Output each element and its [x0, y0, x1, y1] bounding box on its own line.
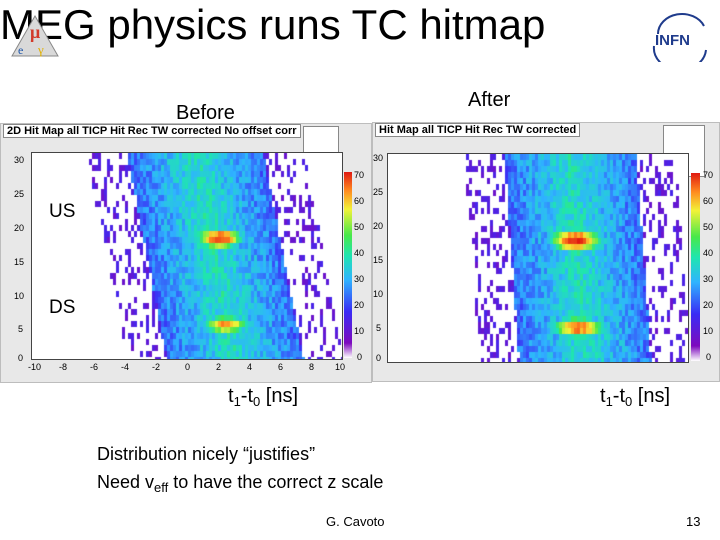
y-tick: 25: [373, 187, 384, 197]
slide-title: MEG physics runs TC hitmap: [0, 1, 546, 48]
y-tick: 15: [14, 257, 25, 267]
svg-text:μ: μ: [30, 22, 40, 42]
hitmap-plot-before: 2D Hit Map all TICP Hit Rec TW corrected…: [0, 123, 372, 383]
note-part: Need v: [97, 472, 155, 492]
y-tick: 20: [373, 221, 384, 231]
x-tick: -8: [59, 362, 68, 372]
us-label: US: [49, 201, 76, 222]
x-axis-caption-before: t1-t0 [ns]: [228, 384, 298, 414]
z-tick: 10: [354, 326, 365, 336]
z-tick: 70: [354, 170, 365, 180]
x-tick: 10: [335, 362, 346, 372]
page-number: 13: [686, 514, 701, 529]
hitmap-area-after: [387, 153, 689, 363]
svg-text:INFN: INFN: [655, 32, 690, 49]
before-label: Before: [176, 102, 235, 124]
z-tick: 40: [354, 248, 365, 258]
z-tick: 50: [354, 222, 365, 232]
meg-logo-icon: μ e γ: [8, 12, 62, 58]
z-tick: 20: [703, 300, 714, 310]
x-tick: 6: [278, 362, 284, 372]
z-tick: 50: [703, 222, 714, 232]
caption-sub: 0: [625, 394, 633, 409]
x-tick: 2: [216, 362, 222, 372]
hitmap-plot-after: Hit Map all TICP Hit Rec TW corrected 30…: [372, 122, 720, 382]
x-tick: -6: [90, 362, 99, 372]
color-scale-before: [344, 172, 352, 358]
plot-title-before: 2D Hit Map all TICP Hit Rec TW corrected…: [3, 124, 301, 138]
y-tick: 30: [14, 155, 25, 165]
caption-part: -t: [612, 385, 626, 407]
y-tick: 5: [18, 324, 24, 334]
z-tick: 0: [706, 352, 712, 362]
z-tick: 20: [354, 300, 365, 310]
y-tick: 10: [373, 289, 384, 299]
caption-sub: 1: [233, 394, 241, 409]
z-tick: 60: [354, 196, 365, 206]
y-tick: 10: [14, 291, 25, 301]
note-part: to have the correct z scale: [168, 472, 384, 492]
y-tick: 30: [373, 153, 384, 163]
x-tick: -4: [121, 362, 130, 372]
color-scale-after: [691, 173, 700, 361]
z-tick: 0: [357, 352, 363, 362]
x-tick: 8: [309, 362, 315, 372]
caption-part: t: [228, 385, 234, 407]
x-axis-caption-after: t1-t0 [ns]: [600, 384, 670, 414]
x-tick: 4: [247, 362, 253, 372]
note-line-1: Distribution nicely “justifies”: [97, 444, 316, 464]
x-tick: -2: [152, 362, 161, 372]
z-tick: 70: [703, 170, 714, 180]
caption-part: [ns]: [632, 385, 671, 407]
z-tick: 40: [703, 248, 714, 258]
hitmap-canvas-after: [388, 154, 688, 362]
x-tick: -10: [28, 362, 42, 372]
y-tick: 5: [376, 323, 382, 333]
after-label: After: [468, 89, 511, 111]
note-line-2: Need veff to have the correct z scale: [97, 469, 383, 501]
svg-text:γ: γ: [37, 42, 44, 57]
infn-logo-icon: INFN: [648, 12, 712, 72]
x-tick: 0: [185, 362, 191, 372]
y-tick: 15: [373, 255, 384, 265]
svg-text:e: e: [18, 43, 23, 57]
caption-part: [ns]: [260, 385, 299, 407]
caption-sub: 1: [605, 394, 613, 409]
footer-author: G. Cavoto: [326, 514, 385, 529]
y-tick: 0: [376, 353, 382, 363]
y-tick: 0: [18, 353, 24, 363]
y-tick: 25: [14, 189, 25, 199]
z-tick: 30: [703, 274, 714, 284]
z-tick: 60: [703, 196, 714, 206]
z-tick: 10: [703, 326, 714, 336]
ds-label: DS: [49, 297, 76, 318]
z-tick: 30: [354, 274, 365, 284]
caption-sub: 0: [253, 394, 261, 409]
note-sub: eff: [154, 480, 169, 495]
caption-part: -t: [240, 385, 254, 407]
hitmap-area-before: [31, 152, 343, 360]
plot-title-after: Hit Map all TICP Hit Rec TW corrected: [375, 123, 581, 137]
caption-part: t: [600, 385, 606, 407]
y-tick: 20: [14, 223, 25, 233]
hitmap-canvas-before: [32, 153, 342, 359]
